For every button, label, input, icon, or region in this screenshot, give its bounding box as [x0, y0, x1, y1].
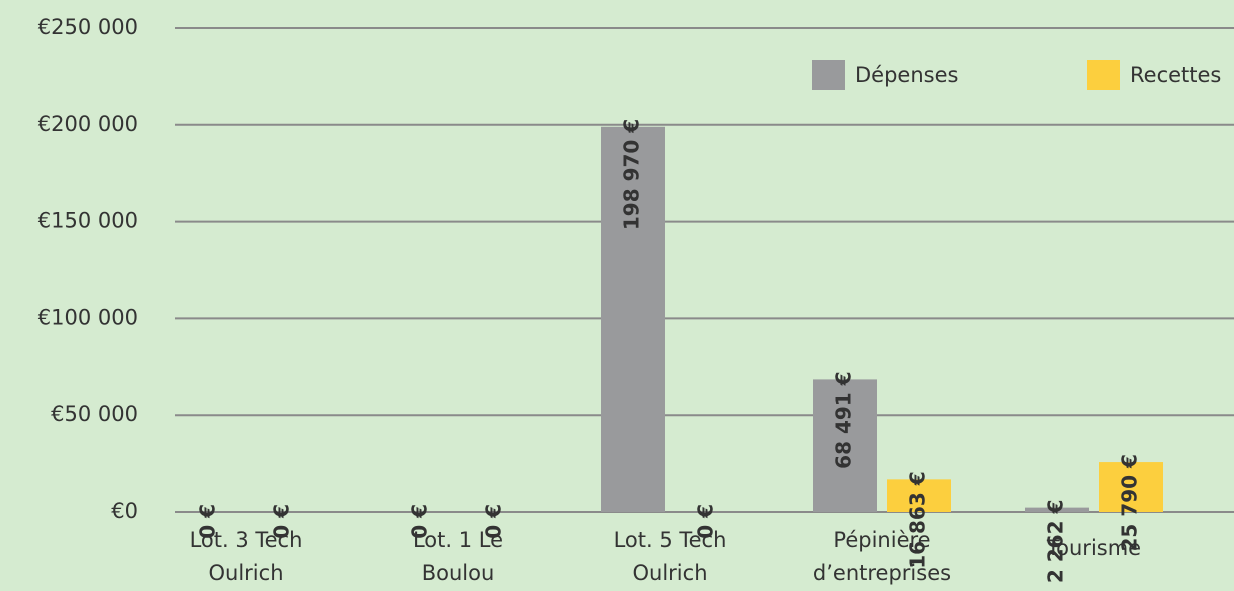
y-tick-label: €200 000	[38, 112, 138, 136]
value-label: 0 €	[694, 504, 718, 539]
value-label: 2 262 €	[1044, 500, 1068, 584]
legend-swatch	[1087, 60, 1120, 90]
legend-label: Recettes	[1130, 63, 1221, 87]
y-tick-label: €100 000	[38, 305, 138, 329]
x-tick-label: Lot. 3 Tech	[190, 528, 303, 552]
x-tick-label: Boulou	[422, 561, 495, 585]
bar	[1099, 462, 1163, 512]
x-tick-label: Oulrich	[633, 561, 708, 585]
legend-label: Dépenses	[855, 63, 958, 87]
value-label: 16 863 €	[906, 471, 930, 568]
bar	[1025, 507, 1089, 512]
bar	[887, 479, 951, 512]
legend-swatch	[812, 60, 845, 90]
x-tick-label: Lot. 5 Tech	[614, 528, 727, 552]
value-label: 0 €	[270, 504, 294, 539]
bar	[601, 126, 665, 513]
y-tick-label: €50 000	[51, 402, 138, 426]
x-tick-label: Pépinière	[833, 528, 930, 552]
x-tick-label: Tourisme	[1046, 536, 1141, 560]
y-tick-label: €250 000	[38, 15, 138, 39]
value-label: 0 €	[408, 504, 432, 539]
value-label: 198 970 €	[620, 119, 644, 230]
value-label: 25 790 €	[1118, 454, 1142, 551]
x-tick-label: Lot. 1 Le	[413, 528, 503, 552]
value-label: 0 €	[482, 504, 506, 539]
y-tick-label: €150 000	[38, 209, 138, 233]
x-tick-label: d’entreprises	[813, 561, 951, 585]
bar	[813, 379, 877, 512]
value-label: 0 €	[196, 504, 220, 539]
x-tick-label: Oulrich	[209, 561, 284, 585]
value-label: 68 491 €	[832, 371, 856, 468]
y-tick-label: €0	[111, 499, 138, 523]
